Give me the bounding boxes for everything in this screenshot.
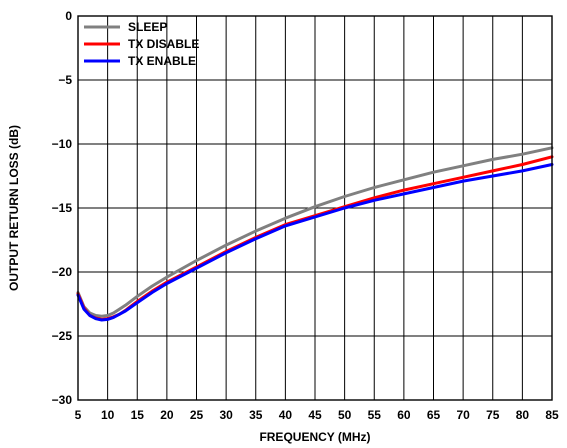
y-tick-label: −15 [52, 201, 73, 215]
plot-frame [77, 15, 553, 401]
legend-entry: TX ENABLE [128, 54, 196, 68]
series-line-tx-enable [76, 163, 554, 322]
y-axis-label: OUTPUT RETURN LOSS (dB) [7, 125, 21, 291]
y-tick-labels: 0 −5 −10 −15 −20 −25 −30 [52, 9, 73, 407]
y-tick-label: 0 [65, 9, 72, 23]
x-tick-label: 85 [545, 408, 559, 422]
legend-entry: TX DISABLE [128, 37, 199, 51]
y-tick-label: −5 [58, 73, 72, 87]
y-tick-label: −30 [52, 393, 73, 407]
x-tick-label: 5 [75, 408, 82, 422]
x-tick-label: 55 [368, 408, 382, 422]
x-tick-label: 20 [160, 408, 174, 422]
x-tick-label: 40 [279, 408, 293, 422]
y-tick-label: −10 [52, 137, 73, 151]
x-tick-label: 35 [249, 408, 263, 422]
legend: SLEEP TX DISABLE TX ENABLE [84, 20, 199, 68]
series-lines [76, 146, 554, 322]
legend-entry: SLEEP [128, 20, 167, 34]
x-axis-label: FREQUENCY (MHz) [259, 430, 370, 444]
x-tick-label: 15 [131, 408, 145, 422]
x-tick-label: 10 [101, 408, 115, 422]
x-tick-label: 60 [397, 408, 411, 422]
y-tick-label: −20 [52, 265, 73, 279]
x-tick-label: 30 [219, 408, 233, 422]
x-tick-labels: 5 10 15 20 25 30 35 40 45 50 55 60 65 70 75 80 85 [75, 408, 559, 422]
x-tick-label: 65 [427, 408, 441, 422]
x-tick-label: 50 [338, 408, 352, 422]
x-tick-label: 70 [456, 408, 470, 422]
x-tick-label: 25 [190, 408, 204, 422]
x-tick-label: 45 [308, 408, 322, 422]
x-tick-label: 80 [516, 408, 530, 422]
x-tick-label: 75 [486, 408, 500, 422]
series-line-sleep [76, 146, 554, 318]
y-tick-label: −25 [52, 329, 73, 343]
